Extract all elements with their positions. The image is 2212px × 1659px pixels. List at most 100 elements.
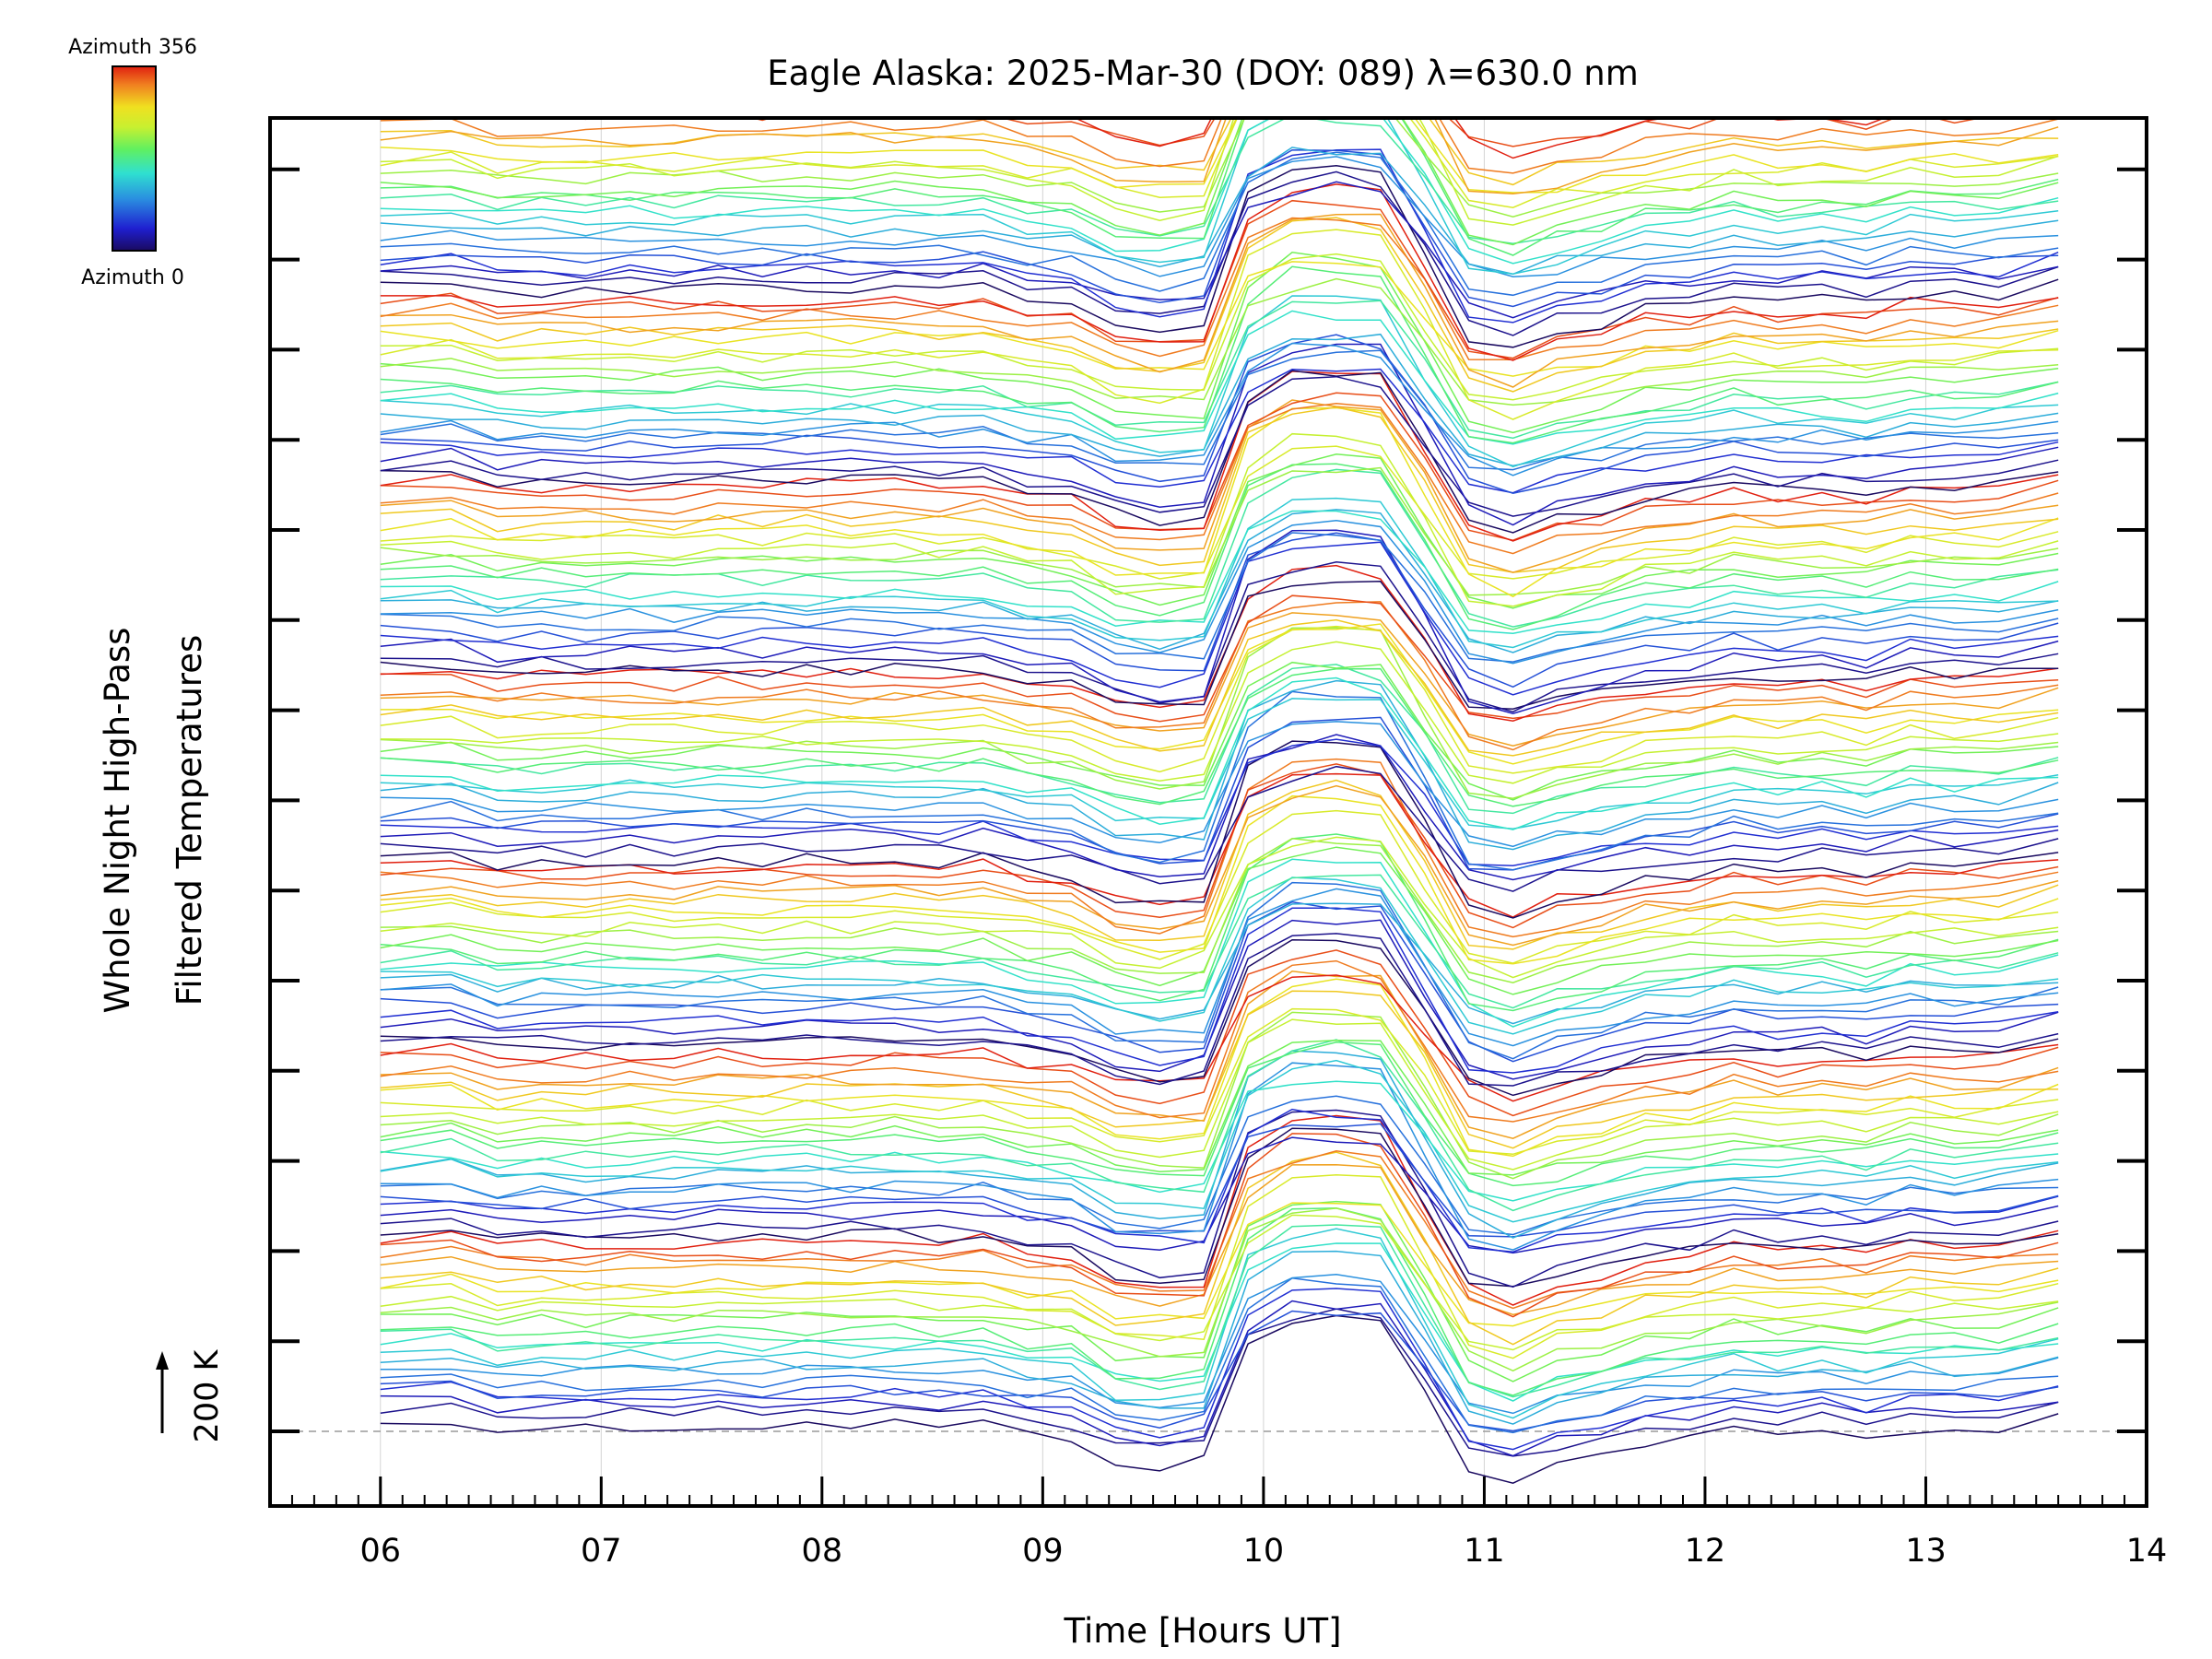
- series-line: [380, 623, 2059, 765]
- series-line: [380, 532, 2059, 663]
- series-line: [380, 758, 2059, 938]
- series-line: [380, 661, 2059, 801]
- series-line: [380, 971, 2059, 1139]
- series-line: [380, 772, 2059, 918]
- series-line: [380, 794, 2059, 965]
- series-line: [380, 1151, 2059, 1346]
- series-line: [380, 627, 2059, 799]
- series-line: [380, 959, 2059, 1123]
- chart-title: Eagle Alaska: 2025-Mar-30 (DOY: 089) λ=6…: [767, 53, 1639, 93]
- x-tick-label: 11: [1464, 1533, 1505, 1570]
- series-line: [380, 740, 2059, 919]
- series-line: [380, 833, 2059, 1012]
- series-line: [380, 765, 2059, 892]
- series-line: [380, 1314, 2059, 1484]
- series-line: [380, 902, 2059, 1025]
- series-line: [380, 118, 2059, 256]
- series-line: [380, 900, 2059, 1063]
- series-line: [380, 342, 2059, 477]
- series-line: [380, 641, 2059, 784]
- series-line: [380, 466, 2059, 596]
- series-line: [380, 1062, 2059, 1251]
- series-line: [380, 532, 2059, 688]
- series-line: [380, 541, 2059, 696]
- series-line: [380, 265, 2059, 444]
- x-tick-labels: 06 07 08 09 10 11 12 13 14: [359, 1533, 2167, 1570]
- series-line: [380, 333, 2059, 467]
- series-line: [380, 1207, 2059, 1396]
- series-line: [380, 838, 2059, 983]
- series-line: [380, 118, 2059, 186]
- series-line: [380, 1310, 2059, 1432]
- series-line: [380, 510, 2059, 634]
- series-line: [380, 1288, 2059, 1451]
- series-line: [380, 1080, 2059, 1202]
- series-line: [380, 881, 2059, 1060]
- scale-label: 200 K: [189, 1349, 226, 1443]
- series-line: [380, 156, 2059, 277]
- x-tick-label: 13: [1905, 1533, 1947, 1570]
- x-axis-label: Time [Hours UT]: [1063, 1611, 1341, 1651]
- series-line: [380, 779, 2059, 950]
- series-line: [380, 1095, 2059, 1236]
- series-line: [380, 1242, 2059, 1402]
- series-line: [380, 310, 2059, 445]
- y-axis-label-line2: Filtered Temperatures: [170, 635, 209, 1006]
- series-line: [380, 118, 2059, 194]
- series-line: [380, 1133, 2059, 1318]
- series-line: [380, 877, 2059, 1035]
- series-line: [380, 1039, 2059, 1212]
- series-line: [380, 509, 2059, 653]
- series-line: [380, 734, 2059, 881]
- series-line: [380, 1277, 2059, 1434]
- series-line: [380, 368, 2059, 494]
- scale-marker: 200 K: [156, 1349, 226, 1443]
- series-line: [380, 213, 2059, 388]
- series-line: [380, 118, 2059, 226]
- series-line: [380, 858, 2059, 1028]
- series-line: [380, 561, 2059, 713]
- series-line: [380, 1207, 2059, 1372]
- series-line: [380, 371, 2059, 542]
- series-line: [380, 151, 2059, 297]
- data-series-group: [380, 118, 2059, 1484]
- colorbar-gradient: [112, 65, 157, 252]
- series-line: [380, 118, 2059, 195]
- series-line: [380, 1150, 2059, 1310]
- series-line: [380, 667, 2059, 807]
- series-line: [380, 277, 2059, 406]
- series-line: [380, 1018, 2059, 1171]
- series-line: [380, 716, 2059, 871]
- series-line: [380, 375, 2059, 517]
- x-tick-label: 08: [802, 1533, 843, 1570]
- series-line: [380, 784, 2059, 947]
- vertical-gridlines: [380, 118, 1926, 1506]
- series-line: [380, 919, 2059, 1080]
- x-tick-label: 14: [2126, 1533, 2168, 1570]
- series-line: [380, 181, 2059, 319]
- series-line: [380, 1202, 2059, 1327]
- series-line: [380, 907, 2059, 1074]
- series-line: [380, 406, 2059, 573]
- series-line: [380, 1050, 2059, 1239]
- series-line: [380, 888, 2059, 1047]
- series-line: [380, 1308, 2059, 1457]
- series-line: [380, 933, 2059, 1087]
- series-line: [380, 1214, 2059, 1351]
- series-line: [380, 664, 2059, 815]
- y-axis-label-line1: Whole Night High-Pass: [98, 628, 137, 1014]
- series-line: [380, 1136, 2059, 1254]
- series-line: [380, 147, 2059, 276]
- series-line: [380, 1127, 2059, 1288]
- series-line: [380, 349, 2059, 471]
- series-line: [380, 1174, 2059, 1359]
- x-tick-label: 06: [359, 1533, 401, 1570]
- series-line: [380, 370, 2059, 534]
- series-line: [380, 1041, 2059, 1187]
- x-tick-label: 10: [1243, 1533, 1285, 1570]
- series-line: [380, 529, 2059, 714]
- series-line: [380, 392, 2059, 541]
- series-line: [380, 594, 2059, 723]
- series-line: [380, 118, 2059, 208]
